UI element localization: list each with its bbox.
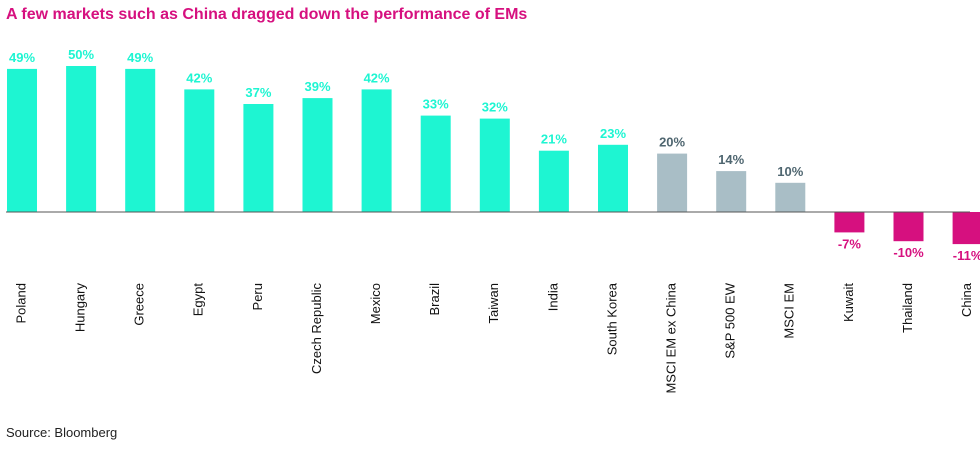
category-label-peru: Peru: [250, 283, 265, 310]
category-labels-group: Poland Hungary Greece Egypt Peru Czech Republ…: [13, 282, 974, 393]
value-labels-group: 49% 50% 49% 42% 37% 39% 42% 33% 32% 21% 23% 20% 14% 1…: [9, 47, 980, 263]
bar-peru: [243, 104, 274, 212]
value-label-greece: 49%: [127, 50, 153, 65]
category-label-india: India: [545, 282, 560, 311]
category-label-thailand: Thailand: [900, 283, 915, 333]
value-label-czech-republic: 39%: [304, 79, 330, 94]
value-label-taiwan: 32%: [482, 100, 508, 115]
category-label-south-korea: South Korea: [604, 282, 619, 355]
category-label-msci-em: MSCI EM: [782, 283, 797, 339]
bar-mexico: [361, 89, 392, 212]
bar-taiwan: [479, 118, 510, 212]
bar-s-p-500-ew: [716, 171, 747, 212]
bar-hungary: [66, 66, 97, 212]
category-label-brazil: Brazil: [427, 283, 442, 316]
value-label-thailand: -10%: [893, 245, 924, 260]
bar-kuwait: [834, 212, 865, 233]
value-label-kuwait: -7%: [838, 236, 862, 251]
category-label-egypt: Egypt: [191, 283, 206, 317]
bar-poland: [7, 68, 37, 213]
value-label-msci-em: 10%: [777, 164, 803, 179]
category-label-czech-republic: Czech Republic: [309, 283, 324, 375]
value-label-south-korea: 23%: [600, 126, 626, 141]
bar-india: [538, 150, 569, 212]
bar-msci-em-ex-china: [657, 153, 688, 212]
value-label-peru: 37%: [245, 85, 271, 100]
bar-czech-republic: [302, 98, 333, 212]
value-label-msci-em-ex-china: 20%: [659, 135, 685, 150]
bar-greece: [125, 68, 156, 213]
value-label-china: -11%: [953, 248, 980, 263]
bar-egypt: [184, 89, 215, 212]
value-label-poland: 49%: [9, 50, 35, 65]
bar-msci-em: [775, 182, 806, 212]
category-label-poland: Poland: [13, 283, 28, 323]
bar-thailand: [893, 212, 924, 242]
value-label-s-p-500-ew: 14%: [718, 152, 744, 167]
bar-south-korea: [598, 144, 628, 212]
value-label-hungary: 50%: [68, 47, 94, 62]
value-label-egypt: 42%: [186, 70, 212, 85]
bar-china: [952, 212, 980, 245]
category-label-kuwait: Kuwait: [841, 283, 856, 322]
bars-group: [7, 66, 980, 245]
value-label-india: 21%: [541, 132, 567, 147]
category-label-china: China: [959, 282, 974, 317]
bar-brazil: [420, 115, 451, 212]
chart-title: A few markets such as China dragged down…: [6, 6, 528, 23]
value-label-brazil: 33%: [423, 97, 449, 112]
value-label-mexico: 42%: [364, 70, 390, 85]
category-label-taiwan: Taiwan: [486, 283, 501, 323]
category-label-msci-em-ex-china: MSCI EM ex China: [664, 282, 679, 393]
category-label-s-p-500-ew: S&P 500 EW: [723, 282, 738, 358]
category-label-mexico: Mexico: [368, 283, 383, 324]
category-label-hungary: Hungary: [73, 283, 88, 333]
category-label-greece: Greece: [132, 283, 147, 326]
source-note: Source: Bloomberg: [6, 425, 118, 440]
